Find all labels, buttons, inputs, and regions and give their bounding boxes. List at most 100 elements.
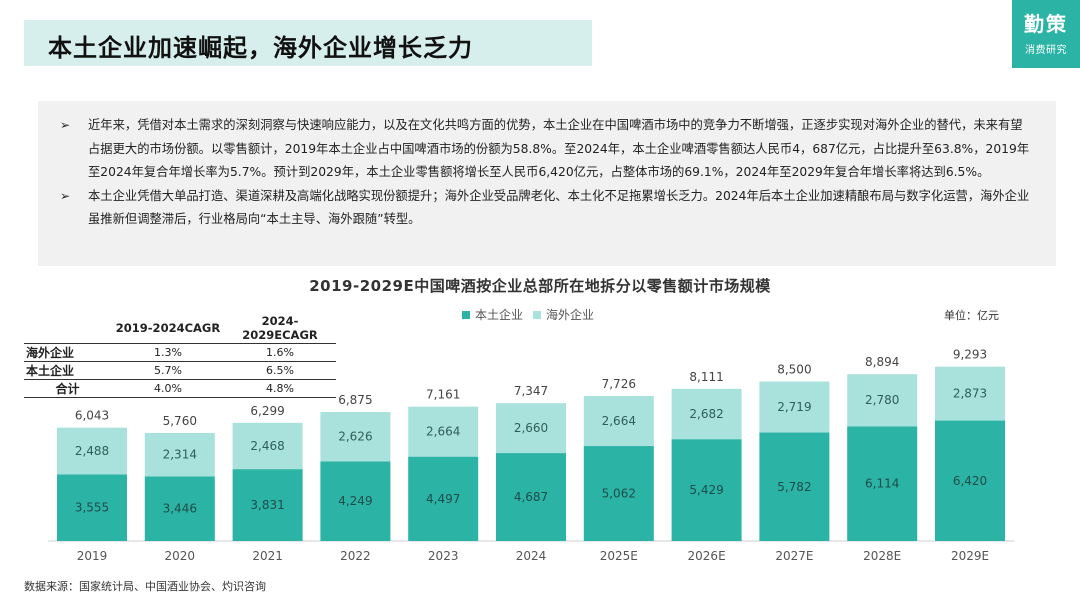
bar-overseas [408,406,479,457]
bar-overseas [583,396,654,447]
data-label-total: 7,161 [426,388,460,402]
data-label-overseas: 2,626 [338,430,372,444]
cagr-table-row: 海外企业 1.3% 1.6% [24,343,336,362]
summary-bullet: ➢ 本土企业凭借大单品打造、渠道深耕及高端化战略实现份额提升；海外企业受品牌老化… [60,185,1034,232]
bar-overseas [671,388,742,440]
legend-label-domestic: 本土企业 [475,308,524,322]
bar-overseas [496,403,566,454]
bar-domestic [759,432,830,541]
data-label-overseas: 2,314 [163,448,197,462]
data-label-total: 6,299 [250,404,284,418]
cagr-header-cell [24,313,112,344]
legend-label-overseas: 海外企业 [546,308,595,322]
cagr-row-label: 本土企业 [24,361,112,380]
bar-overseas [759,381,830,433]
x-tick-label: 2028E [863,549,901,563]
bar-overseas [320,412,391,462]
cagr-cell: 4.0% [112,379,224,398]
data-label-total: 8,500 [777,363,811,377]
bar-domestic [57,474,127,541]
data-label-overseas: 2,780 [865,393,899,407]
title-banner: 本土企业加速崛起，海外企业增长乏力 [24,20,592,66]
cagr-cell: 1.3% [112,343,224,362]
data-label-domestic: 4,249 [338,494,372,508]
x-tick-label: 2024 [516,549,547,563]
data-label-overseas: 2,660 [514,421,548,435]
cagr-row-label: 海外企业 [24,343,112,362]
bar-domestic [583,446,654,541]
cagr-header-cell: 2019-2024CAGR [112,313,224,344]
cagr-table-row: 合计 4.0% 4.8% [24,379,336,398]
data-source: 数据来源：国家统计局、中国酒业协会、灼识咨询 [24,580,266,593]
cagr-cell: 5.7% [112,361,224,380]
bar-domestic [935,420,1005,541]
cagr-table-row: 本土企业 5.7% 6.5% [24,361,336,380]
page-title: 本土企业加速崛起，海外企业增长乏力 [48,34,473,62]
x-tick-label: 2021 [252,549,283,563]
bar-domestic [496,453,566,541]
summary-bullet-text: 近年来，凭借对本土需求的深刻洞察与快速响应能力，以及在文化共鸣方面的优势，本土企… [88,118,1030,179]
summary-box: ➢ 近年来，凭借对本土需求的深刻洞察与快速响应能力，以及在文化共鸣方面的优势，本… [38,101,1056,266]
legend-swatch-domestic [462,310,470,319]
bar-overseas [57,427,127,475]
data-label-overseas: 2,468 [250,439,284,453]
data-label-domestic: 6,114 [865,477,899,491]
bullet-arrow-icon: ➢ [60,188,71,203]
bar-domestic [144,476,215,541]
data-label-total: 9,293 [953,348,987,362]
logo-main-text: 勤策 [1024,12,1068,36]
bar-domestic [671,439,742,541]
legend-swatch-overseas [533,310,542,319]
data-label-total: 5,760 [163,414,197,428]
data-label-total: 8,894 [865,355,899,369]
cagr-table: 2019-2024CAGR 2024-2029ECAGR 海外企业 1.3% 1… [24,313,336,398]
brand-logo: 勤策 消费研究 [1012,0,1080,68]
cagr-cell: 1.6% [224,343,336,362]
unit-label: 单位：亿元 [944,309,999,322]
x-tick-label: 2026E [688,549,726,563]
bar-domestic [408,456,479,541]
x-tick-label: 2027E [775,549,813,563]
bar-overseas [847,374,918,427]
data-label-total: 7,726 [602,377,636,391]
data-label-overseas: 2,664 [426,425,460,439]
x-tick-label: 2020 [165,549,196,563]
bullet-arrow-icon: ➢ [60,118,71,132]
x-tick-label: 2019 [77,549,108,563]
bar-overseas [935,366,1005,421]
cagr-cell: 6.5% [224,361,336,380]
data-label-overseas: 2,664 [602,414,636,428]
data-label-total: 6,875 [338,393,372,407]
cagr-cell: 4.8% [224,379,336,398]
summary-bullet-text: 本土企业凭借大单品打造、渠道深耕及高端化战略实现份额提升；海外企业受品牌老化、本… [88,188,1030,227]
chart-title: 2019-2029E中国啤酒按企业总部所在地拆分以零售额计市场规模 [309,277,771,295]
data-label-domestic: 5,429 [689,483,723,497]
data-label-overseas: 2,719 [777,400,811,414]
bar-overseas [144,432,215,477]
x-tick-label: 2025E [600,549,638,563]
data-label-domestic: 3,446 [163,502,197,516]
cagr-row-label: 合计 [24,379,112,398]
cagr-header-cell: 2024-2029ECAGR [224,313,336,344]
bar-overseas [232,422,303,470]
data-label-domestic: 4,497 [426,492,460,506]
data-label-domestic: 3,831 [250,498,284,512]
cagr-table-header-row: 2019-2024CAGR 2024-2029ECAGR [24,313,336,344]
data-label-overseas: 2,488 [75,444,109,458]
legend-item-domestic: 本土企业 [462,306,523,323]
data-label-domestic: 6,420 [953,474,987,488]
data-label-domestic: 4,687 [514,490,548,504]
summary-bullet: ➢ 近年来，凭借对本土需求的深刻洞察与快速响应能力，以及在文化共鸣方面的优势，本… [60,114,1034,185]
data-label-domestic: 5,782 [777,480,811,494]
data-label-overseas: 2,682 [689,407,723,421]
data-label-total: 6,043 [75,409,109,423]
bar-domestic [320,461,391,541]
x-tick-label: 2029E [951,549,989,563]
data-label-total: 8,111 [689,370,723,384]
x-tick-label: 2022 [340,549,371,563]
bar-domestic [847,426,918,541]
data-label-domestic: 3,555 [75,501,109,515]
bar-domestic [232,469,303,541]
legend-item-overseas: 海外企业 [533,306,594,323]
